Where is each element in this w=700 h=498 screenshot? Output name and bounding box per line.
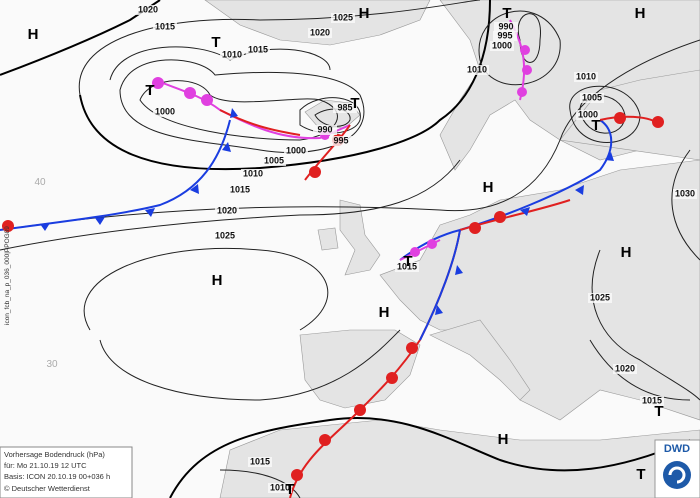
pressure-label-bg <box>248 457 272 467</box>
pressure-label-bg <box>329 136 353 146</box>
pressure-label: 985 <box>337 102 352 112</box>
pressure-label-bg <box>494 22 518 32</box>
pressure-label-bg <box>153 22 177 32</box>
pressure-label: 1025 <box>333 12 353 22</box>
pressure-center: T <box>285 481 294 498</box>
pressure-label: 995 <box>333 135 348 145</box>
pressure-center: T <box>654 403 663 420</box>
pressure-center: T <box>350 95 359 112</box>
pressure-center: H <box>635 5 646 22</box>
pressure-label: 1010 <box>243 168 263 178</box>
pressure-label: 1010 <box>576 71 596 81</box>
pressure-label-bg <box>228 185 252 195</box>
pressure-center: H <box>359 5 370 22</box>
pressure-label-bg <box>262 156 286 166</box>
pressure-label-bg <box>268 483 292 493</box>
pressure-label-bg <box>576 110 600 120</box>
pressure-label-bg <box>465 65 489 75</box>
pressure-label: 1015 <box>155 21 175 31</box>
pressure-label: 995 <box>497 30 512 40</box>
pressure-label: 1005 <box>582 92 602 102</box>
pressure-label: 990 <box>317 124 332 134</box>
pressure-label-bg <box>490 41 514 51</box>
pressure-label: 1010 <box>270 482 290 492</box>
pressure-label: 1025 <box>590 292 610 302</box>
pressure-label-bg <box>220 50 244 60</box>
pressure-label-bg <box>153 107 177 117</box>
info-copyright: © Deutscher Wetterdienst <box>4 484 91 493</box>
info-valid: für: Mo 21.10.19 12 UTC <box>4 461 87 470</box>
pressure-label-bg <box>493 31 517 41</box>
pressure-label-bg <box>313 125 337 135</box>
pressure-label: 1030 <box>675 188 695 198</box>
pressure-label-bg <box>331 13 355 23</box>
info-base: Basis: ICON 20.10.19 00+036 h <box>4 472 110 481</box>
pressure-center: H <box>483 179 494 196</box>
pressure-label: 1020 <box>217 205 237 215</box>
pressure-label: 1010 <box>222 49 242 59</box>
pressure-center: T <box>591 117 600 134</box>
pressure-label-bg <box>574 72 598 82</box>
pressure-label: 1015 <box>250 456 270 466</box>
pressure-label: 1000 <box>578 109 598 119</box>
pressure-label-bg <box>580 93 604 103</box>
pressure-label-bg <box>673 189 697 199</box>
pressure-label-bg <box>588 293 612 303</box>
pressure-label-bg <box>333 103 357 113</box>
pressure-center: T <box>211 34 220 51</box>
pressure-label: 1000 <box>492 40 512 50</box>
latitude-label: 40 <box>34 177 46 188</box>
pressure-label: 990 <box>498 21 513 31</box>
pressure-center: H <box>498 431 509 448</box>
pressure-label: 1020 <box>615 363 635 373</box>
pressure-label: 1020 <box>310 27 330 37</box>
pressure-center: T <box>403 253 412 270</box>
pressure-label: 1020 <box>138 4 158 14</box>
pressure-label: 1015 <box>397 261 417 271</box>
logo: DWD <box>654 439 700 498</box>
pressure-label-bg <box>640 396 664 406</box>
pressure-center: H <box>379 304 390 321</box>
pressure-label-bg <box>284 146 308 156</box>
pressure-label-bg <box>136 5 160 15</box>
logo-text: DWD <box>664 443 690 455</box>
pressure-center: T <box>636 466 645 483</box>
pressure-label-bg <box>613 364 637 374</box>
pressure-center: T <box>145 82 154 99</box>
pressure-center: T <box>502 5 511 22</box>
pressure-label: 1010 <box>467 64 487 74</box>
pressure-label-bg <box>215 206 239 216</box>
pressure-label-bg <box>308 28 332 38</box>
pressure-label: 1015 <box>248 44 268 54</box>
pressure-label-bg <box>241 169 265 179</box>
pressure-center: H <box>28 26 39 43</box>
pressure-label-bg <box>395 262 419 272</box>
pressure-label: 1015 <box>642 395 662 405</box>
pressure-label-bg <box>246 45 270 55</box>
info-box-frame <box>0 446 133 498</box>
pressure-label-bg <box>213 231 237 241</box>
pressure-label: 1015 <box>230 184 250 194</box>
latitude-label: 30 <box>46 359 58 370</box>
side-label: icon_fcb_na_p_036_000|PPOG89 <box>4 226 11 325</box>
pressure-center: H <box>212 272 223 289</box>
pressure-label: 1025 <box>215 230 235 240</box>
pressure-label: 1005 <box>264 155 284 165</box>
info-box: Vorhersage Bodendruck (hPa) für: Mo 21.1… <box>0 446 133 498</box>
logo-emblem <box>663 461 691 489</box>
pressure-label: 1000 <box>286 145 306 155</box>
info-title: Vorhersage Bodendruck (hPa) <box>4 450 105 459</box>
pressure-center: H <box>621 244 632 261</box>
pressure-label: 1000 <box>155 106 175 116</box>
logo-swirl <box>668 466 686 484</box>
